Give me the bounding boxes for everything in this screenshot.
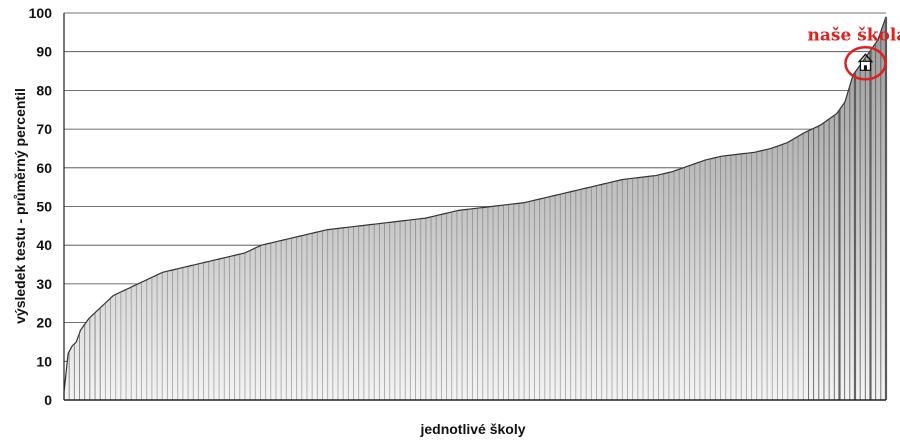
y-tick-70: 70 [36,121,52,137]
axes [63,13,886,401]
y-tick-40: 40 [36,237,52,253]
highlight-circle [844,46,887,81]
y-tick-50: 50 [36,199,52,215]
x-axis-title: jednotlivé školy [419,421,525,437]
y-tick-0: 0 [44,392,52,408]
y-tick-80: 80 [36,82,52,98]
area-fill [64,16,886,401]
y-tick-90: 90 [36,44,52,60]
annotation-label: naše škola [808,25,900,45]
y-tick-60: 60 [36,160,52,176]
y-tick-30: 30 [36,276,52,292]
y-tick-10: 10 [36,353,52,369]
y-tick-100: 100 [29,5,53,21]
data-area [63,16,887,401]
y-tick-20: 20 [36,315,52,331]
school-bars [63,16,888,400]
y-axis-title: výsledek testu - průměrný percentil [12,88,28,324]
house-icon [857,53,873,71]
annotation-group: naše škola [808,25,900,81]
y-tick-labels: 0 10 20 30 40 50 60 70 80 90 100 [29,5,53,408]
data-line [63,16,887,400]
